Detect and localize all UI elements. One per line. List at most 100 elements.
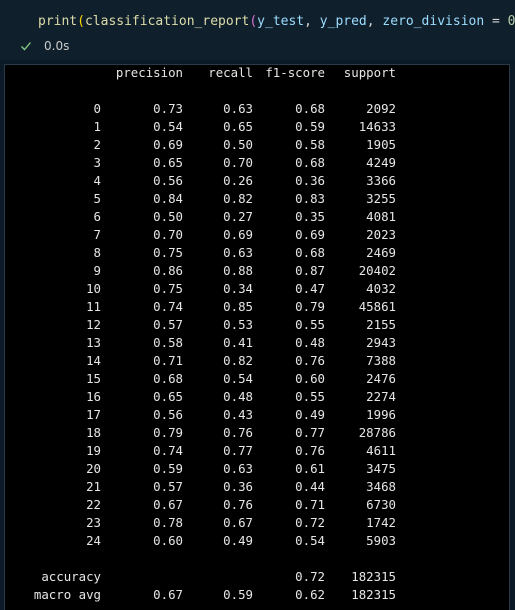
report-cell: 1742 <box>366 515 396 530</box>
report-cell: 0.65 <box>223 119 253 134</box>
report-cell: 7388 <box>366 353 396 368</box>
report-cell: 0.70 <box>223 155 253 170</box>
report-cell: 0.68 <box>153 371 183 386</box>
report-cell: 0.57 <box>153 317 183 332</box>
report-cell: 182315 <box>351 569 396 584</box>
report-cell: 0.49 <box>295 407 325 422</box>
report-cell: 0.69 <box>223 227 253 242</box>
report-cell: 0.79 <box>153 425 183 440</box>
report-cell: 0.50 <box>153 209 183 224</box>
report-cell: 0.70 <box>153 227 183 242</box>
report-header-cell: recall <box>208 65 253 80</box>
report-cell: 0.68 <box>295 155 325 170</box>
report-cell: 0.36 <box>295 173 325 188</box>
report-cell: 45861 <box>358 299 396 314</box>
code-cell[interactable]: print(classification_report(y_test, y_pr… <box>0 0 515 60</box>
cell-output[interactable]: precision recall f1-score support 0 0.73 0.63 0… <box>4 64 510 610</box>
arg-y-test: y_test <box>257 14 305 29</box>
report-cell: 2469 <box>366 245 396 260</box>
report-cell: 0.54 <box>223 371 253 386</box>
report-cell: 4081 <box>366 209 396 224</box>
report-cell: 0.76 <box>295 443 325 458</box>
report-cell: 2155 <box>366 317 396 332</box>
report-cell: 23 <box>86 515 101 530</box>
report-cell: 3255 <box>366 191 396 206</box>
report-cell: 182315 <box>351 587 396 602</box>
report-cell: 0.73 <box>153 101 183 116</box>
report-cell: 0.58 <box>153 335 183 350</box>
report-cell: 7 <box>93 227 101 242</box>
report-cell: 0.55 <box>295 317 325 332</box>
report-cell: 0.69 <box>295 227 325 242</box>
report-cell: 0 <box>93 101 101 116</box>
report-cell: 0.47 <box>295 281 325 296</box>
report-cell: 0.87 <box>295 263 325 278</box>
report-cell: 1905 <box>366 137 396 152</box>
report-cell: 0.48 <box>223 389 253 404</box>
report-cell: 0.74 <box>153 443 183 458</box>
report-cell: 2092 <box>366 101 396 116</box>
report-cell: 14 <box>86 353 101 368</box>
report-cell: 3366 <box>366 173 396 188</box>
report-cell: 0.75 <box>153 281 183 296</box>
report-cell: 3468 <box>366 479 396 494</box>
report-cell: 0.67 <box>153 497 183 512</box>
check-icon <box>20 40 32 52</box>
report-cell: 2 <box>93 137 101 152</box>
report-cell: 0.71 <box>295 497 325 512</box>
report-cell: 0.67 <box>153 587 183 602</box>
report-cell: 0.68 <box>295 245 325 260</box>
report-cell: 0.53 <box>223 317 253 332</box>
report-cell: 28786 <box>358 425 396 440</box>
report-cell: 17 <box>86 407 101 422</box>
report-cell: macro avg <box>33 587 101 602</box>
report-cell: 0.63 <box>223 101 253 116</box>
report-cell: 0.63 <box>223 461 253 476</box>
report-cell: 0.83 <box>295 191 325 206</box>
report-cell: 0.76 <box>295 353 325 368</box>
report-cell: 0.41 <box>223 335 253 350</box>
report-cell: 0.49 <box>223 533 253 548</box>
report-cell: 0.35 <box>295 209 325 224</box>
report-cell: 0.79 <box>295 299 325 314</box>
execution-time: 0.0s <box>44 39 70 53</box>
report-cell: 13 <box>86 335 101 350</box>
report-cell: 0.59 <box>153 461 183 476</box>
report-cell: 0.76 <box>223 425 253 440</box>
report-cell: 0.74 <box>153 299 183 314</box>
report-cell: 0.82 <box>223 353 253 368</box>
report-cell: 0.86 <box>153 263 183 278</box>
report-cell: 0.60 <box>153 533 183 548</box>
report-cell: 0.48 <box>295 335 325 350</box>
report-cell: 0.26 <box>223 173 253 188</box>
report-cell: 0.76 <box>223 497 253 512</box>
report-cell: 0.57 <box>153 479 183 494</box>
report-cell: 1996 <box>366 407 396 422</box>
report-cell: 16 <box>86 389 101 404</box>
report-cell: 0.54 <box>153 119 183 134</box>
report-cell: 0.72 <box>295 515 325 530</box>
report-cell: 0.27 <box>223 209 253 224</box>
report-cell: 0.77 <box>295 425 325 440</box>
report-cell: 6 <box>93 209 101 224</box>
report-cell: 6730 <box>366 497 396 512</box>
print-function: print <box>38 14 78 29</box>
report-cell: 0.34 <box>223 281 253 296</box>
report-cell: 22 <box>86 497 101 512</box>
report-cell: 0.36 <box>223 479 253 494</box>
report-cell: 0.71 <box>153 353 183 368</box>
report-cell: 4032 <box>366 281 396 296</box>
code-line[interactable]: print(classification_report(y_test, y_pr… <box>38 14 515 29</box>
report-cell: 0.62 <box>295 587 325 602</box>
report-cell: 8 <box>93 245 101 260</box>
report-cell: 3 <box>93 155 101 170</box>
report-cell: 4611 <box>366 443 396 458</box>
report-cell: 1 <box>93 119 101 134</box>
report-header-cell: support <box>343 65 396 80</box>
report-cell: 5 <box>93 191 101 206</box>
report-cell: 2274 <box>366 389 396 404</box>
report-cell: 12 <box>86 317 101 332</box>
report-cell: 0.68 <box>295 101 325 116</box>
arg-y-pred: y_pred <box>319 14 367 29</box>
report-cell: 2023 <box>366 227 396 242</box>
